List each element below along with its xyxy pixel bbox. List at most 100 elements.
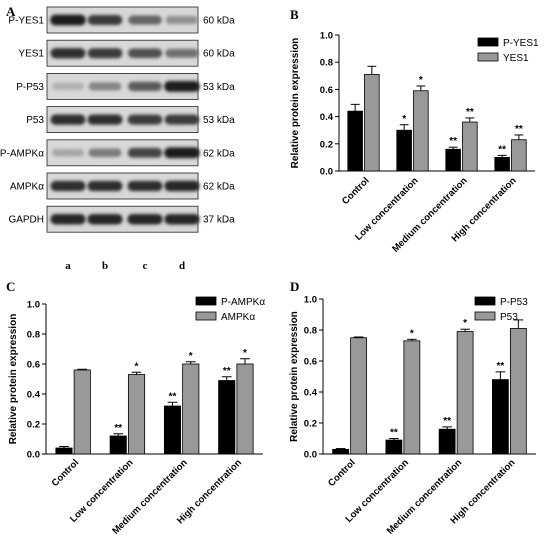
y-tick-label: 1.0 [320,31,333,42]
molecular-weight-label: 60 kDa [203,49,235,60]
blot-band [50,114,86,125]
blot-band [50,213,86,225]
y-tick-label: 0.6 [320,85,333,96]
y-tick-label: 0.2 [304,419,317,430]
legend-label: AMPKα [221,312,255,323]
blot-band [164,147,200,159]
bar [491,379,509,455]
legend-swatch [477,37,499,47]
y-tick-label: 0.0 [304,450,317,461]
blot-band [165,16,199,24]
x-category-label: Control [50,457,82,489]
bar [218,380,236,455]
panel-letter: D [290,279,299,294]
bar [73,369,91,455]
bar [55,447,73,455]
bar [332,448,350,455]
y-tick-label: 0.4 [27,390,41,401]
blot-band [87,114,123,125]
molecular-weight-label: 60 kDa [203,16,235,27]
bar [403,340,421,455]
blot-band [127,48,163,58]
blot-row: AMPKα 62 kDa [10,172,235,200]
bar [350,337,368,455]
lane-label: a [65,260,71,272]
bar [385,439,403,455]
significance-marker: ** [515,124,523,135]
blot-row-label: YES1 [18,49,44,60]
blot-row-label: P-YES1 [8,16,44,27]
chart-panel-d: D 0.0 0.2 0.4 0.6 0.8 1.0 Relative protein expr… [289,279,536,537]
legend-swatch [474,296,496,306]
significance-marker: ** [466,107,474,118]
bar [456,331,474,455]
y-tick-label: 0.2 [320,139,333,150]
y-axis-label: Relative protein expression [289,311,300,442]
blot-band [127,147,163,158]
blot-row: GAPDH 37 kDa [8,205,235,233]
bar [127,374,146,455]
lane-label: d [179,260,185,272]
blot-band [164,213,200,225]
blot-band [88,82,122,91]
blot-band [87,15,123,25]
blot-band [127,114,163,125]
bar [462,121,478,172]
y-tick-label: 0.6 [304,357,317,368]
y-axis-label: Relative protein expression [290,38,301,169]
blot-row: P53 53 kDa [26,106,235,133]
molecular-weight-label: 53 kDa [203,82,235,93]
significance-marker: ** [496,361,504,372]
y-tick-label: 0.8 [320,58,333,69]
legend-label: YES1 [503,53,529,64]
blot-band [50,180,86,192]
significance-marker: * [402,114,406,125]
y-tick-label: 0.4 [304,388,318,399]
bar [347,110,363,172]
blot-row-label: GAPDH [8,215,44,226]
blot-band [128,81,162,92]
significance-marker: ** [449,136,457,147]
blot-band [88,148,122,158]
y-tick-label: 1.0 [27,300,40,311]
significance-marker: * [419,75,423,86]
legend-label: P-AMPKα [221,297,265,308]
blot-row-label: P53 [26,115,44,126]
bar [163,405,182,455]
blot-row-label: P-AMPKα [0,148,44,159]
panel-letter-a: A [6,4,16,19]
bar [236,363,254,455]
molecular-weight-label: 37 kDa [203,215,235,226]
blot-row: P-P53 53 kDa [16,73,235,100]
significance-marker: * [243,348,247,359]
blot-band [128,15,162,25]
significance-marker: ** [223,366,231,377]
legend-swatch [195,296,217,306]
legend-swatch [195,311,217,321]
bar [109,435,127,455]
lane-label: c [143,260,148,272]
blot-row: P-YES1 60 kDa [8,6,235,34]
blot-band [87,48,123,59]
bar [511,139,527,172]
bar [413,90,429,172]
significance-marker: ** [114,423,122,434]
lane-label: b [102,260,108,272]
blot-band [87,213,123,225]
significance-marker: ** [498,144,506,155]
y-tick-label: 0.0 [320,167,333,178]
significance-marker: * [189,351,193,362]
panel-letter: C [6,279,15,294]
legend-swatch [474,311,496,321]
y-tick-label: 0.8 [304,326,317,337]
molecular-weight-label: 62 kDa [203,148,235,159]
western-blot-panel: A P-YES1 60 kDa YES1 60 kDa P-P53 53 kDa P53 53… [0,4,235,272]
legend-swatch [477,52,499,62]
molecular-weight-label: 53 kDa [203,115,235,126]
blot-band [52,82,84,91]
legend-label: P-P53 [500,297,528,308]
bar [396,129,412,172]
blot-band [127,213,163,225]
blot-band [127,180,163,192]
